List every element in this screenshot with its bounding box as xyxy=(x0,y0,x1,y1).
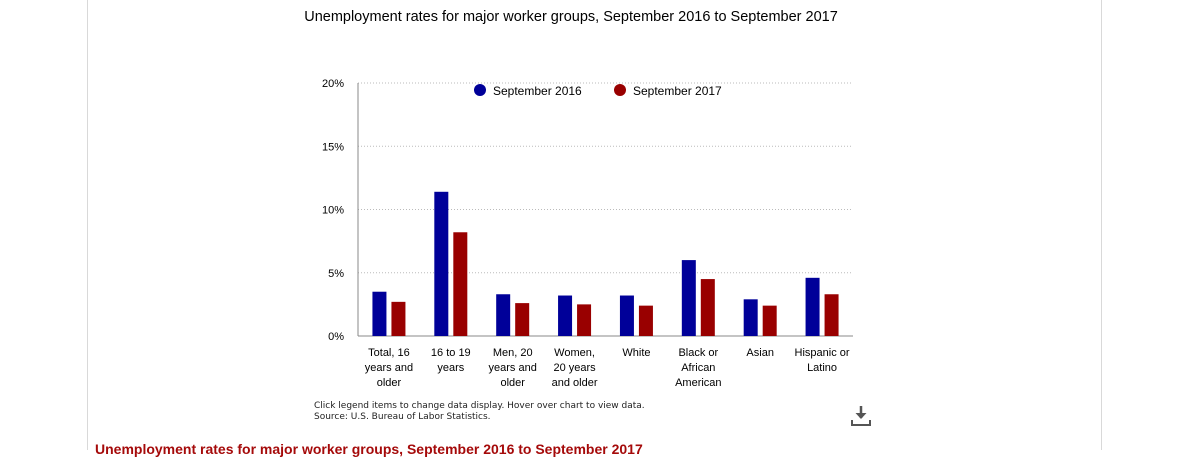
bar-chart[interactable]: 0% 5% 10% 15% 20% Total, 16 years and older 16 t… xyxy=(0,0,1192,400)
bar[interactable] xyxy=(515,303,530,336)
x-tick-label: Men, 20 years and older xyxy=(489,347,537,389)
bar[interactable] xyxy=(681,260,696,336)
legend-marker xyxy=(474,84,486,96)
bar[interactable] xyxy=(434,191,449,336)
legend-item[interactable]: September 2017 xyxy=(614,84,722,98)
bar[interactable] xyxy=(824,294,839,336)
x-tick-label: Asian xyxy=(746,347,774,359)
y-tick-label: 15% xyxy=(322,141,344,153)
bar[interactable] xyxy=(743,299,758,336)
legend-label: September 2016 xyxy=(493,84,582,98)
legend-marker xyxy=(614,84,626,96)
section-heading: Unemployment rates for major worker grou… xyxy=(95,441,643,457)
bar[interactable] xyxy=(700,279,715,336)
bar[interactable] xyxy=(496,294,511,336)
x-tick-label: Hispanic or Latino xyxy=(795,347,850,374)
bar[interactable] xyxy=(558,295,573,336)
y-tick-label: 20% xyxy=(322,78,344,90)
y-tick-label: 10% xyxy=(322,205,344,217)
bar[interactable] xyxy=(805,277,820,336)
y-tick-label: 0% xyxy=(328,331,344,343)
bar[interactable] xyxy=(638,305,653,336)
download-icon[interactable] xyxy=(849,404,873,428)
x-tick-label: White xyxy=(622,347,650,359)
x-tick-label: 16 to 19 years xyxy=(431,347,471,374)
bar[interactable] xyxy=(762,305,777,336)
x-tick-label: Total, 16 years and older xyxy=(365,347,413,389)
chart-source: Source: U.S. Bureau of Labor Statistics. xyxy=(314,412,491,422)
x-tick-label: Women, 20 years and older xyxy=(552,347,598,389)
legend-label: September 2017 xyxy=(633,84,722,98)
content-border-left xyxy=(87,0,88,450)
chart-instructions: Click legend items to change data displa… xyxy=(314,401,645,411)
chart-title: Unemployment rates for major worker grou… xyxy=(304,9,838,25)
x-tick-label: Black or African American xyxy=(675,347,721,389)
y-tick-label: 5% xyxy=(328,268,344,280)
legend-item[interactable]: September 2016 xyxy=(474,84,582,98)
bar[interactable] xyxy=(391,301,406,336)
bar[interactable] xyxy=(577,304,592,336)
bar[interactable] xyxy=(619,295,634,336)
content-border-right xyxy=(1101,0,1102,450)
bar[interactable] xyxy=(453,232,468,336)
bar[interactable] xyxy=(372,291,387,336)
